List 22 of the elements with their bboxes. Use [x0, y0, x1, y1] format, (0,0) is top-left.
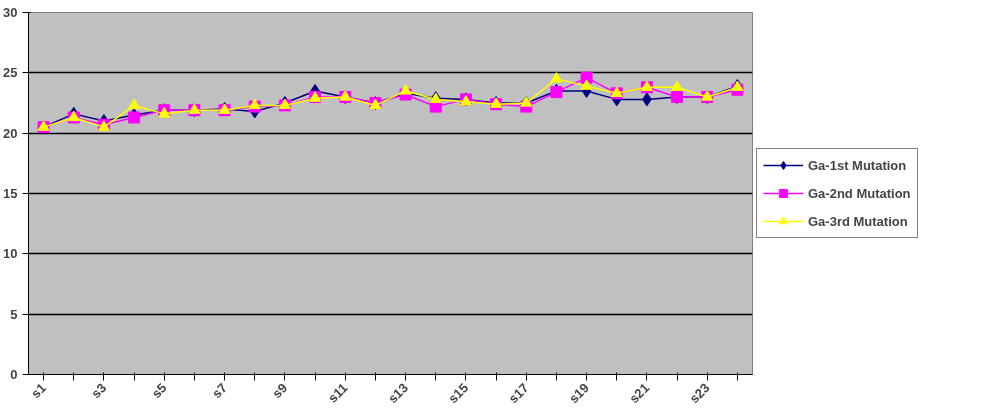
x-tick-label: s11 [325, 380, 351, 406]
y-tick-label: 30 [3, 5, 18, 20]
legend-label: Ga-2nd Mutation [808, 185, 911, 201]
y-tick-label: 5 [10, 306, 18, 322]
x-tick-label: s5 [148, 380, 170, 402]
x-tick-label: s19 [565, 380, 592, 407]
x-tick-label: s15 [445, 380, 472, 407]
x-tick-label: s21 [626, 380, 653, 407]
x-tick-label: s7 [209, 380, 230, 402]
y-tick-label: 15 [3, 186, 18, 201]
y-tick-label: 25 [3, 65, 18, 81]
x-tick-label: s13 [384, 380, 411, 407]
legend-label: Ga-3rd Mutation [808, 213, 908, 229]
x-tick-label: s9 [269, 380, 291, 402]
x-tick-label: s1 [28, 380, 49, 402]
y-tick-label: 20 [3, 125, 18, 141]
y-tick-label: 0 [10, 367, 18, 382]
y-tick-label: 10 [3, 246, 18, 262]
legend-label: Ga-1st Mutation [808, 157, 907, 173]
x-tick-label: s3 [88, 380, 110, 402]
x-tick-label: s23 [686, 380, 713, 407]
x-tick-label: s17 [505, 380, 532, 407]
